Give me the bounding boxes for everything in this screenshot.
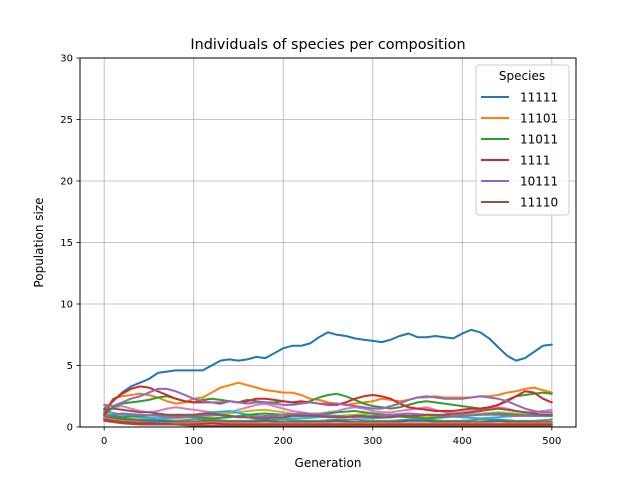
legend-label-10111: 10111 [520, 175, 558, 189]
series-line-10111 [103, 387, 553, 414]
y-tick-label: 10 [60, 300, 73, 311]
y-axis-ticks: 0 5 10 15 20 25 30 [60, 54, 80, 434]
legend-label-11011: 11011 [520, 133, 558, 147]
legend: Species 11111 11101 11011 1111 10111 11110 [475, 64, 570, 216]
y-tick-label: 5 [67, 361, 73, 372]
x-tick-label: 200 [274, 436, 293, 447]
x-tick-label: 400 [453, 436, 472, 447]
series-line-11110 [103, 407, 553, 420]
y-tick-label: 25 [60, 115, 73, 126]
x-axis-label: Generation [295, 456, 362, 470]
x-tick-label: 100 [184, 436, 203, 447]
series-line [103, 416, 553, 424]
legend-label-11110: 11110 [520, 196, 558, 210]
series-line-11111 [103, 328, 553, 410]
y-tick-label: 20 [60, 177, 73, 188]
x-axis-ticks: 0 100 200 300 400 500 [101, 427, 561, 447]
series-line [103, 402, 553, 415]
legend-entries: 11111 11101 11011 1111 10111 11110 [481, 91, 558, 210]
legend-label-11111: 11111 [520, 91, 558, 105]
plot-lines [103, 328, 553, 427]
legend-box [475, 64, 570, 216]
y-tick-label: 15 [60, 238, 73, 249]
x-tick-label: 300 [363, 436, 382, 447]
series-line [103, 414, 553, 422]
x-tick-label: 500 [542, 436, 561, 447]
legend-title: Species [499, 69, 545, 83]
y-axis-label: Population size [32, 197, 46, 287]
x-tick-label: 0 [101, 436, 107, 447]
legend-label-1111: 1111 [520, 154, 551, 168]
legend-label-11101: 11101 [520, 112, 558, 126]
series-line [103, 417, 553, 425]
y-tick-label: 30 [60, 54, 73, 65]
series-line [103, 419, 553, 427]
y-tick-label: 0 [67, 423, 73, 434]
chart-title: Individuals of species per composition [190, 37, 465, 53]
series-line [103, 412, 553, 419]
series-line-1111 [103, 385, 553, 416]
